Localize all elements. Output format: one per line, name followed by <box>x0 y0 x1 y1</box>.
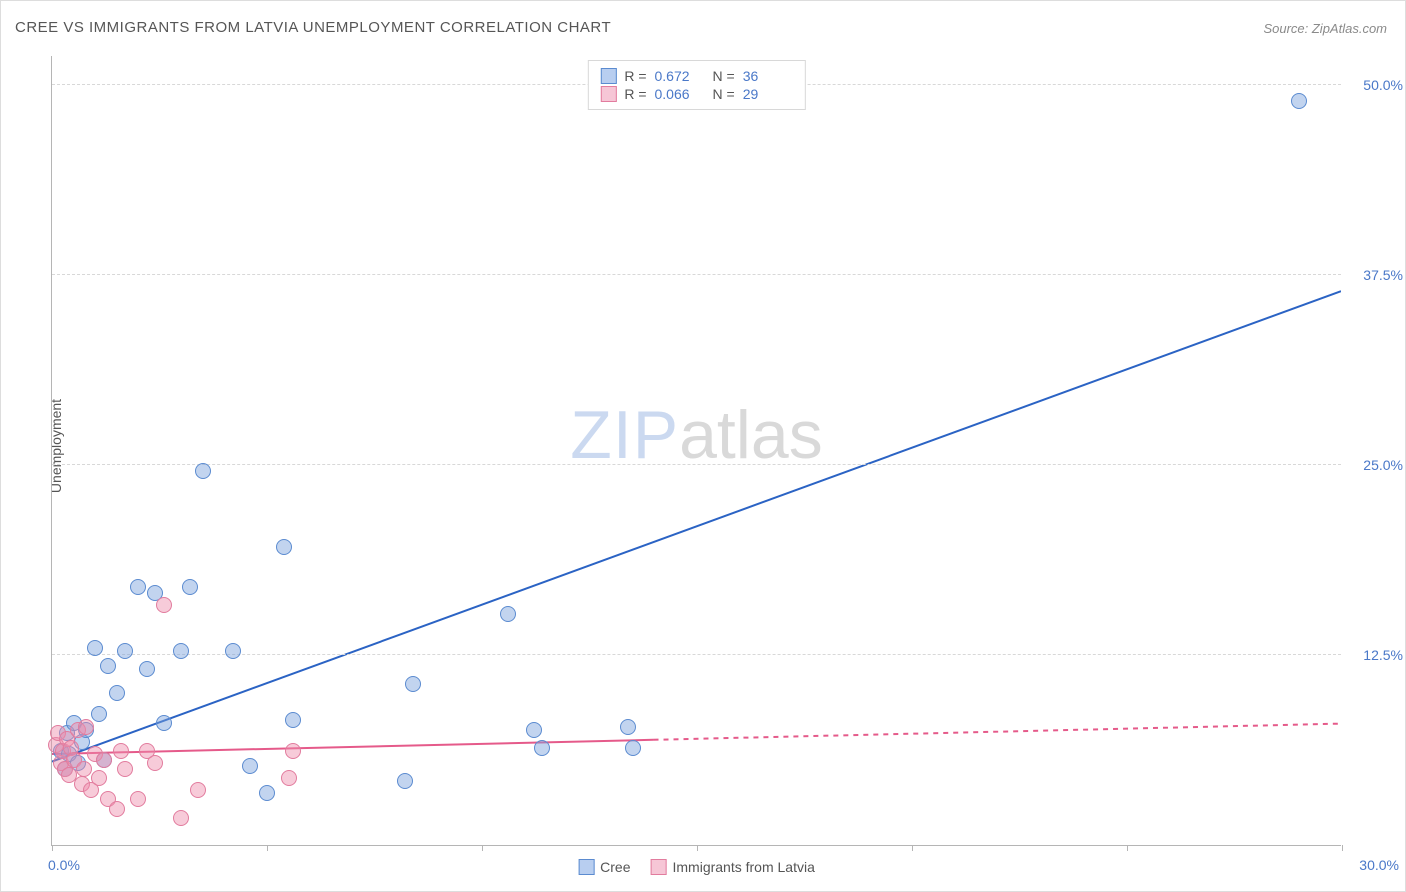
correlation-legend: R = 0.672 N = 36 R = 0.066 N = 29 <box>587 60 805 110</box>
legend-swatch-latvia <box>600 86 616 102</box>
legend-bottom-swatch-cree <box>578 859 594 875</box>
x-tick <box>482 845 483 851</box>
data-point <box>1291 93 1307 109</box>
source-label: Source: ZipAtlas.com <box>1263 21 1387 36</box>
y-tick-label: 50.0% <box>1348 77 1403 93</box>
legend-row-latvia: R = 0.066 N = 29 <box>600 85 792 103</box>
legend-r-value-cree: 0.672 <box>655 68 705 84</box>
data-point <box>139 661 155 677</box>
legend-bottom-swatch-latvia <box>650 859 666 875</box>
legend-r-label: R = <box>624 86 646 102</box>
legend-n-label: N = <box>713 68 735 84</box>
data-point <box>156 597 172 613</box>
gridline-h <box>52 654 1341 655</box>
data-point <box>242 758 258 774</box>
data-point <box>147 755 163 771</box>
data-point <box>78 719 94 735</box>
data-point <box>87 640 103 656</box>
data-point <box>91 770 107 786</box>
x-tick <box>912 845 913 851</box>
series-legend: Cree Immigrants from Latvia <box>578 859 815 875</box>
data-point <box>117 761 133 777</box>
gridline-h <box>52 464 1341 465</box>
data-point <box>281 770 297 786</box>
legend-n-value-cree: 36 <box>743 68 793 84</box>
data-point <box>259 785 275 801</box>
data-point <box>190 782 206 798</box>
data-point <box>173 643 189 659</box>
x-tick <box>1342 845 1343 851</box>
data-point <box>96 752 112 768</box>
legend-bottom-label-cree: Cree <box>600 859 630 875</box>
legend-item-latvia: Immigrants from Latvia <box>650 859 814 875</box>
chart-container: CREE VS IMMIGRANTS FROM LATVIA UNEMPLOYM… <box>0 0 1406 892</box>
data-point <box>276 539 292 555</box>
data-point <box>130 791 146 807</box>
data-point <box>534 740 550 756</box>
legend-r-value-latvia: 0.066 <box>655 86 705 102</box>
x-tick-label: 0.0% <box>48 857 80 873</box>
legend-n-value-latvia: 29 <box>743 86 793 102</box>
legend-swatch-cree <box>600 68 616 84</box>
gridline-h <box>52 274 1341 275</box>
chart-title: CREE VS IMMIGRANTS FROM LATVIA UNEMPLOYM… <box>15 19 611 36</box>
x-tick <box>267 845 268 851</box>
data-point <box>76 761 92 777</box>
plot-area: ZIPatlas R = 0.672 N = 36 R = 0.066 N = … <box>51 56 1341 846</box>
data-point <box>225 643 241 659</box>
data-point <box>182 579 198 595</box>
data-point <box>405 676 421 692</box>
legend-row-cree: R = 0.672 N = 36 <box>600 67 792 85</box>
legend-n-label: N = <box>713 86 735 102</box>
data-point <box>625 740 641 756</box>
data-point <box>91 706 107 722</box>
data-point <box>500 606 516 622</box>
data-point <box>173 810 189 826</box>
data-point <box>109 801 125 817</box>
data-point <box>397 773 413 789</box>
data-point <box>156 715 172 731</box>
x-tick <box>697 845 698 851</box>
legend-bottom-label-latvia: Immigrants from Latvia <box>672 859 814 875</box>
x-tick-label: 30.0% <box>1359 857 1399 873</box>
y-tick-label: 12.5% <box>1348 647 1403 663</box>
trend-lines-svg <box>52 56 1341 845</box>
legend-r-label: R = <box>624 68 646 84</box>
legend-item-cree: Cree <box>578 859 630 875</box>
watermark-zip: ZIP <box>570 397 679 473</box>
data-point <box>195 463 211 479</box>
data-point <box>100 658 116 674</box>
x-tick <box>1127 845 1128 851</box>
data-point <box>526 722 542 738</box>
y-tick-label: 25.0% <box>1348 457 1403 473</box>
data-point <box>130 579 146 595</box>
watermark-atlas: atlas <box>679 397 823 473</box>
data-point <box>109 685 125 701</box>
data-point <box>285 712 301 728</box>
data-point <box>117 643 133 659</box>
y-tick-label: 37.5% <box>1348 267 1403 283</box>
data-point <box>285 743 301 759</box>
x-tick <box>52 845 53 851</box>
watermark: ZIPatlas <box>570 396 822 474</box>
data-point <box>113 743 129 759</box>
data-point <box>620 719 636 735</box>
